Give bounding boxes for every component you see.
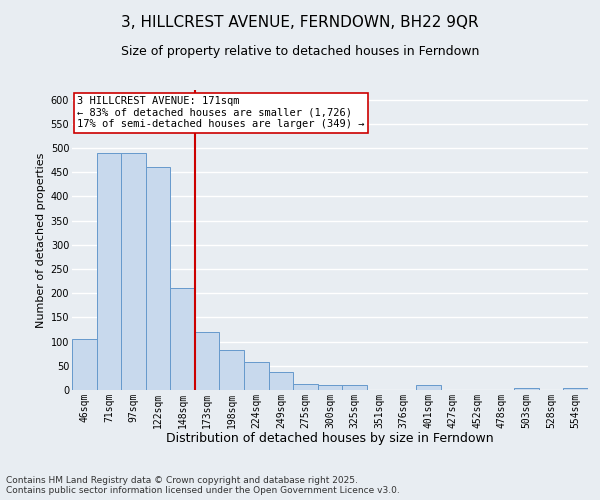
Bar xyxy=(416,385,440,390)
Text: 3 HILLCREST AVENUE: 171sqm
← 83% of detached houses are smaller (1,726)
17% of s: 3 HILLCREST AVENUE: 171sqm ← 83% of deta… xyxy=(77,96,364,130)
Bar xyxy=(97,153,121,390)
Bar xyxy=(318,385,342,390)
Text: Contains HM Land Registry data © Crown copyright and database right 2025.
Contai: Contains HM Land Registry data © Crown c… xyxy=(6,476,400,495)
Bar xyxy=(121,153,146,390)
Bar xyxy=(244,362,269,390)
Text: 3, HILLCREST AVENUE, FERNDOWN, BH22 9QR: 3, HILLCREST AVENUE, FERNDOWN, BH22 9QR xyxy=(121,15,479,30)
Bar xyxy=(195,332,220,390)
X-axis label: Distribution of detached houses by size in Ferndown: Distribution of detached houses by size … xyxy=(166,432,494,445)
Bar xyxy=(563,388,588,390)
Y-axis label: Number of detached properties: Number of detached properties xyxy=(37,152,46,328)
Text: Size of property relative to detached houses in Ferndown: Size of property relative to detached ho… xyxy=(121,45,479,58)
Bar xyxy=(514,388,539,390)
Bar xyxy=(269,372,293,390)
Bar xyxy=(146,168,170,390)
Bar xyxy=(342,385,367,390)
Bar xyxy=(293,384,318,390)
Bar xyxy=(170,288,195,390)
Bar xyxy=(72,339,97,390)
Bar xyxy=(220,350,244,390)
